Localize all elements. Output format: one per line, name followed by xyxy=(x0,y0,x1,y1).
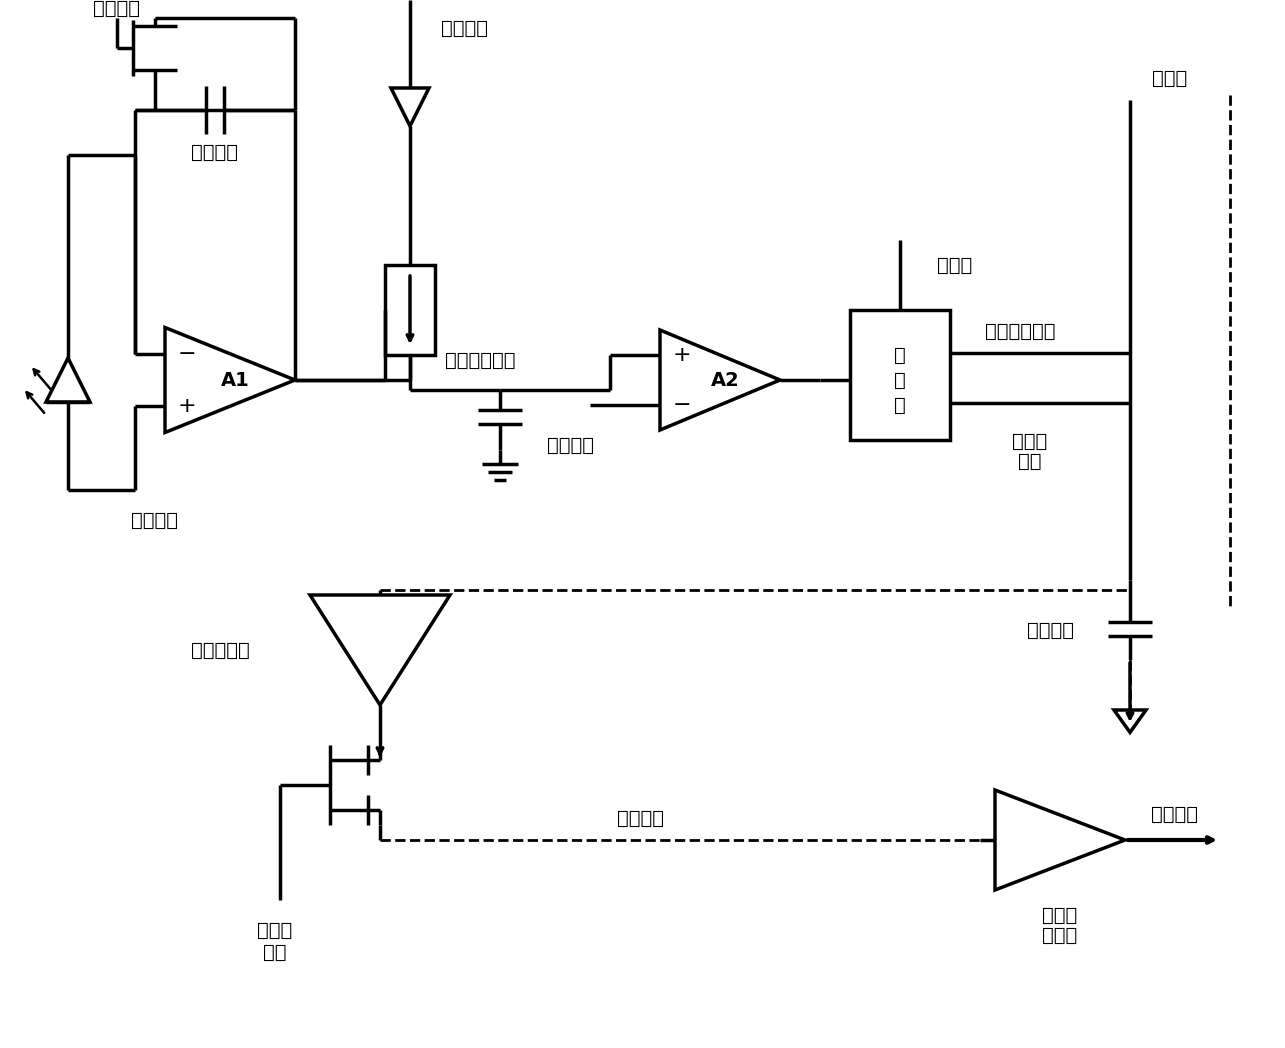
Text: 写信号: 写信号 xyxy=(937,256,973,275)
Text: 列总线: 列总线 xyxy=(1153,68,1187,87)
Text: 数字信号输出: 数字信号输出 xyxy=(984,322,1055,341)
Bar xyxy=(849,310,950,440)
Text: 输出级: 输出级 xyxy=(1042,905,1078,924)
Text: +: + xyxy=(177,396,197,416)
Text: 信号: 信号 xyxy=(1018,452,1042,471)
Text: 列选通: 列选通 xyxy=(257,920,293,939)
Text: 参考电压: 参考电压 xyxy=(131,510,179,529)
Text: 输出端口: 输出端口 xyxy=(1151,805,1199,824)
Text: 比较信号: 比较信号 xyxy=(546,436,594,455)
Text: 缓冲器: 缓冲器 xyxy=(1042,925,1078,944)
Text: −: − xyxy=(672,395,691,415)
Text: 行选通: 行选通 xyxy=(1013,432,1047,451)
Text: 积分电容: 积分电容 xyxy=(191,143,239,161)
Text: 器: 器 xyxy=(894,395,906,415)
Text: 输出总线: 输出总线 xyxy=(617,808,663,828)
Text: −: − xyxy=(177,344,197,364)
Text: 锁: 锁 xyxy=(894,346,906,365)
Text: 感应放大器: 感应放大器 xyxy=(190,640,249,659)
Text: 信号: 信号 xyxy=(263,942,287,961)
Text: A2: A2 xyxy=(711,371,739,390)
Text: 采样信号: 采样信号 xyxy=(442,19,488,38)
Text: 复位信号: 复位信号 xyxy=(94,0,140,18)
Text: A1: A1 xyxy=(221,371,249,390)
Text: 模拟电压输出: 模拟电压输出 xyxy=(445,350,515,370)
Text: +: + xyxy=(672,345,691,365)
Bar xyxy=(386,265,436,355)
Text: 总线电容: 总线电容 xyxy=(1027,620,1073,639)
Text: 存: 存 xyxy=(894,371,906,390)
